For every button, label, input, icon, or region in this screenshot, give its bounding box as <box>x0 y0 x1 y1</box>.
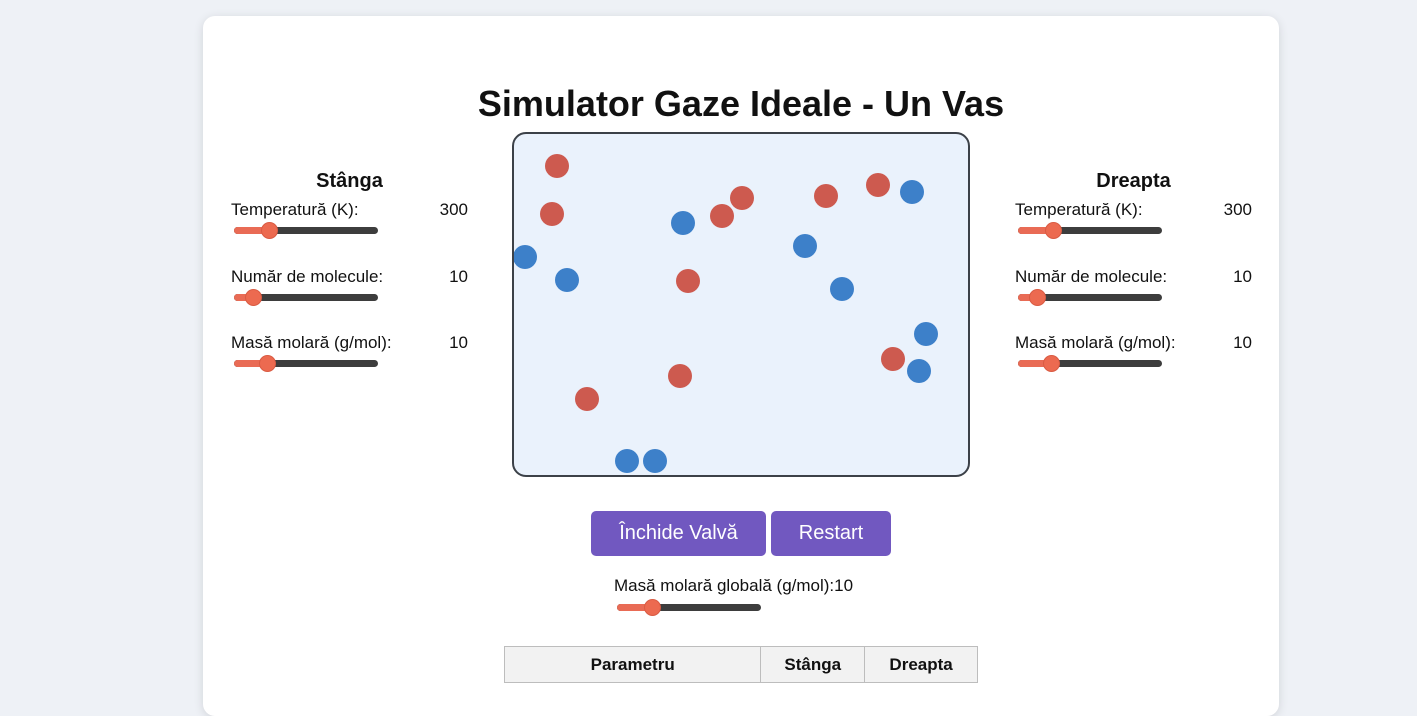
right-molecule <box>793 234 817 258</box>
slider-fill <box>1018 360 1051 367</box>
slider-thumb[interactable] <box>261 222 278 239</box>
molecule-canvas <box>514 154 938 473</box>
right-molecules <box>514 180 938 473</box>
table-header-parameter: Parametru <box>503 646 762 683</box>
left-molar-mass-control: Masă molară (g/mol): 10 <box>231 333 468 373</box>
slider-fill <box>234 227 269 234</box>
left-molecule <box>545 154 569 178</box>
right-panel-title: Dreapta <box>1096 170 1171 192</box>
left-molecules-slider[interactable] <box>234 289 378 306</box>
left-panel-title: Stânga <box>316 170 383 192</box>
page-title: Simulator Gaze Ideale - Un Vas <box>477 83 1005 124</box>
left-molecules-control: Număr de molecule: 10 <box>231 267 468 307</box>
left-molar-mass-value: 10 <box>449 333 468 352</box>
left-molecule <box>881 347 905 371</box>
table-header-right: Dreapta <box>864 646 978 683</box>
left-temperature-label: Temperatură (K): <box>231 200 359 219</box>
left-molecules <box>540 154 905 411</box>
slider-fill <box>234 294 253 301</box>
right-molecule <box>643 449 667 473</box>
global-molar-mass-control: Masă molară globală (g/mol):10 <box>614 576 894 621</box>
left-temperature-control: Temperatură (K): 300 <box>231 200 468 240</box>
left-molecules-value: 10 <box>449 267 468 286</box>
right-molar-mass-value: 10 <box>1233 333 1252 352</box>
left-temperature-slider[interactable] <box>234 222 378 239</box>
left-molecule <box>575 387 599 411</box>
slider-fill <box>1018 294 1037 301</box>
slider-thumb[interactable] <box>1045 222 1062 239</box>
left-molar-mass-label: Masă molară (g/mol): <box>231 333 392 352</box>
left-molecule <box>668 364 692 388</box>
right-molecule <box>907 359 931 383</box>
right-molecule <box>900 180 924 204</box>
right-molar-mass-label: Masă molară (g/mol): <box>1015 333 1176 352</box>
left-molecules-label: Număr de molecule: <box>231 267 384 286</box>
table-header-left: Stânga <box>760 646 866 683</box>
right-molecule <box>555 268 579 292</box>
slider-fill <box>234 360 267 367</box>
slider-thumb[interactable] <box>1043 355 1060 372</box>
right-molar-mass-control: Masă molară (g/mol): 10 <box>1015 333 1252 373</box>
slider-thumb[interactable] <box>245 289 262 306</box>
right-molecules-label: Număr de molecule: <box>1015 267 1168 286</box>
close-valve-button[interactable]: Închide Valvă <box>591 511 766 556</box>
slider-thumb[interactable] <box>644 599 661 616</box>
left-molecule <box>676 269 700 293</box>
left-molar-mass-slider[interactable] <box>234 355 378 372</box>
right-molecule <box>830 277 854 301</box>
right-temperature-slider[interactable] <box>1018 222 1162 239</box>
left-molecule <box>866 173 890 197</box>
right-molecule <box>671 211 695 235</box>
right-temperature-label: Temperatură (K): <box>1015 200 1143 219</box>
slider-thumb[interactable] <box>259 355 276 372</box>
slider-fill <box>1018 227 1053 234</box>
global-molar-mass-text: Masă molară globală (g/mol):10 <box>614 576 853 596</box>
left-temperature-value: 300 <box>439 200 468 219</box>
right-molecules-slider[interactable] <box>1018 289 1162 306</box>
right-molecules-value: 10 <box>1233 267 1252 286</box>
right-molecules-control: Număr de molecule: 10 <box>1015 267 1252 307</box>
parameters-table-wrap: Parametru Stânga Dreapta <box>503 646 978 683</box>
parameters-table: Parametru Stânga Dreapta <box>503 646 978 683</box>
table-header-row: Parametru Stânga Dreapta <box>503 646 978 683</box>
global-molar-mass-label: Masă molară globală (g/mol): <box>614 576 835 595</box>
global-molar-mass-slider[interactable] <box>617 599 761 616</box>
right-temperature-control: Temperatură (K): 300 <box>1015 200 1252 240</box>
slider-fill <box>617 604 652 611</box>
slider-thumb[interactable] <box>1029 289 1046 306</box>
right-molecule <box>615 449 639 473</box>
left-molecule <box>730 186 754 210</box>
restart-button[interactable]: Restart <box>771 511 891 556</box>
left-molecule <box>710 204 734 228</box>
right-molecule <box>914 322 938 346</box>
gas-vessel <box>512 132 970 477</box>
right-temperature-value: 300 <box>1223 200 1252 219</box>
global-molar-mass-value: 10 <box>834 576 854 595</box>
right-molecule <box>514 245 537 269</box>
right-molar-mass-slider[interactable] <box>1018 355 1162 372</box>
simulator-card: Simulator Gaze Ideale - Un Vas Stânga Te… <box>203 16 1279 716</box>
left-molecule <box>814 184 838 208</box>
left-molecule <box>540 202 564 226</box>
